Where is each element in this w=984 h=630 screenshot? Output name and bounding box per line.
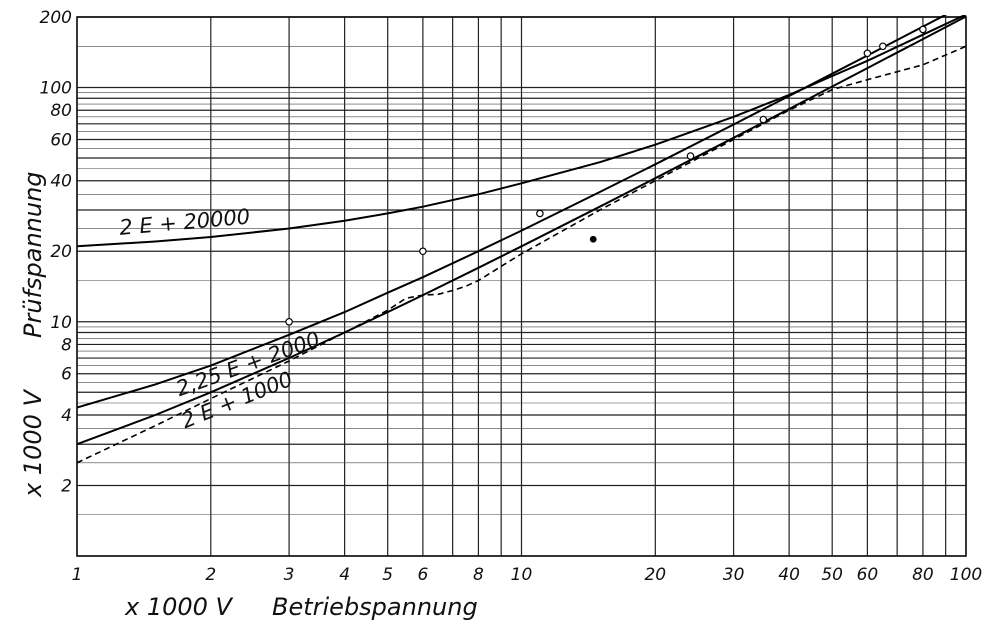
y-tick-label: 40 — [50, 172, 72, 192]
x-axis-unit: x 1000 V — [124, 593, 234, 621]
data-point — [285, 317, 293, 326]
x-tick-label: 80 — [912, 565, 934, 585]
x-tick-label: 3 — [284, 565, 295, 585]
series-line-3 — [77, 15, 967, 446]
x-tick-label: 10 — [511, 565, 533, 585]
x-tick-label: 5 — [382, 565, 393, 585]
series-line-1 — [77, 15, 967, 248]
series-layer — [77, 15, 967, 464]
data-point — [759, 115, 768, 124]
x-tick-label: 2 — [205, 565, 216, 585]
y-tick-label: 100 — [40, 79, 72, 99]
x-tick-label: 8 — [473, 565, 484, 585]
y-tick-label: 8 — [61, 335, 72, 355]
x-tick-label: 50 — [821, 565, 843, 585]
x-tick-labels: 1 2 3 4 5 6 8 10 20 30 40 50 60 80 100 — [72, 565, 983, 585]
y-tick-label: 80 — [50, 101, 72, 121]
y-tick-label: 10 — [50, 313, 72, 333]
x-tick-label: 60 — [857, 565, 879, 585]
x-tick-label: 30 — [723, 565, 745, 585]
y-axis-label: Prüfspannung — [19, 171, 47, 338]
y-tick-label: 60 — [50, 130, 72, 150]
plot-frame — [76, 16, 967, 557]
data-point — [863, 49, 872, 58]
y-axis-unit: x 1000 V — [19, 388, 47, 498]
series-line-2 — [77, 15, 948, 409]
data-points — [285, 25, 927, 326]
data-point — [919, 25, 927, 34]
x-axis-label: Betriebspannung — [272, 593, 478, 621]
x-tick-label: 100 — [950, 565, 982, 585]
x-tick-label: 20 — [644, 565, 666, 585]
data-point — [536, 209, 544, 218]
y-tick-label: 2 — [61, 476, 72, 496]
data-point — [686, 152, 695, 160]
x-tick-label: 6 — [417, 565, 428, 585]
data-point — [879, 42, 887, 51]
grid — [76, 16, 967, 557]
data-point — [589, 235, 597, 243]
y-tick-label: 6 — [61, 365, 72, 385]
y-tick-label: 200 — [40, 8, 72, 28]
y-tick-label: 4 — [61, 406, 72, 426]
x-tick-label: 40 — [778, 565, 800, 585]
x-tick-label: 4 — [339, 565, 350, 585]
x-tick-label: 1 — [72, 565, 83, 585]
data-point — [419, 247, 427, 256]
y-tick-label: 20 — [50, 242, 72, 262]
